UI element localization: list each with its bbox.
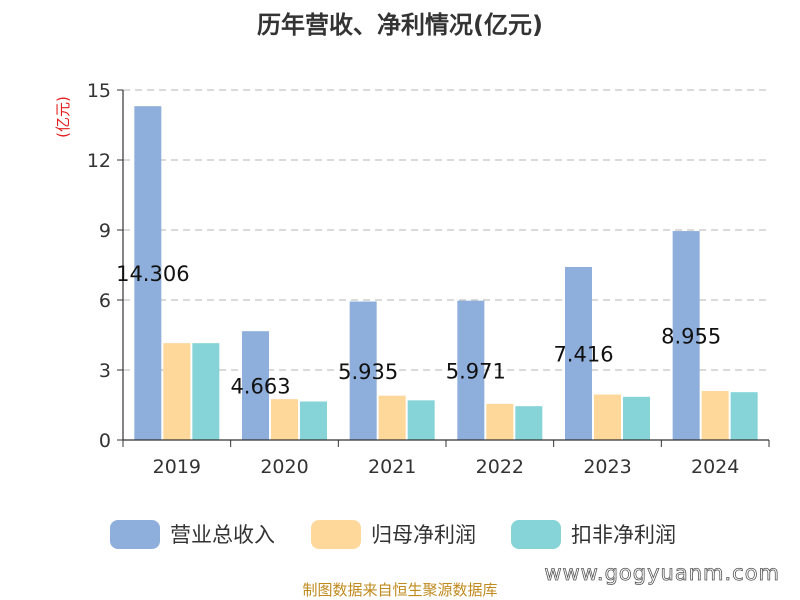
data-source-caption: 制图数据来自恒生聚源数据库 — [302, 581, 497, 599]
y-tick-label: 15 — [87, 80, 111, 102]
x-tick-label: 2023 — [583, 456, 631, 478]
bar — [672, 231, 700, 440]
data-label: 5.971 — [446, 359, 506, 383]
bar — [594, 394, 621, 440]
bars — [134, 106, 758, 441]
bar — [134, 106, 162, 441]
bar — [163, 343, 191, 440]
data-label: 14.306 — [116, 262, 189, 286]
bar — [565, 266, 592, 440]
bar — [349, 301, 377, 440]
y-tick-label: 9 — [99, 220, 111, 242]
bar — [242, 331, 269, 440]
data-label: 4.663 — [230, 375, 290, 399]
legend-label: 扣非净利润 — [571, 523, 676, 547]
bar — [300, 401, 327, 440]
bar — [457, 300, 485, 440]
bar — [623, 396, 650, 440]
legend-label: 营业总收入 — [170, 523, 275, 547]
bar — [701, 391, 729, 440]
data-labels: 14.306 4.663 5.935 5.971 7.416 8.955 — [116, 262, 721, 399]
data-label: 5.935 — [338, 360, 398, 384]
bar — [730, 392, 758, 440]
legend-swatch — [110, 520, 160, 549]
legend-swatch — [311, 520, 361, 549]
x-tick-label: 2024 — [691, 456, 739, 478]
x-tick-label: 2019 — [153, 456, 201, 478]
watermark: www.gogyuanm.com — [544, 561, 780, 585]
axes: 0 3 6 9 12 15 2019 2020 2021 2022 2023 2024 — [87, 80, 770, 478]
x-tick-label: 2022 — [476, 456, 524, 478]
data-label: 7.416 — [553, 342, 613, 366]
bar — [515, 406, 543, 440]
legend: 营业总收入 归母净利润 扣非净利润 — [110, 520, 676, 549]
y-axis-unit-label: (亿元) — [54, 96, 72, 138]
chart-title: 历年营收、净利情况(亿元) — [257, 11, 543, 39]
bar — [378, 395, 406, 440]
data-label: 8.955 — [661, 325, 721, 349]
legend-swatch — [511, 520, 561, 549]
bar — [407, 400, 435, 440]
legend-label: 归母净利润 — [371, 523, 476, 547]
y-tick-label: 6 — [99, 290, 111, 312]
y-tick-label: 0 — [99, 430, 111, 452]
x-tick-label: 2021 — [368, 456, 416, 478]
x-tick-label: 2020 — [260, 456, 308, 478]
bar — [192, 343, 220, 440]
bar — [271, 399, 298, 440]
bar — [486, 403, 514, 440]
y-tick-label: 3 — [99, 360, 111, 382]
y-tick-label: 12 — [87, 150, 111, 172]
